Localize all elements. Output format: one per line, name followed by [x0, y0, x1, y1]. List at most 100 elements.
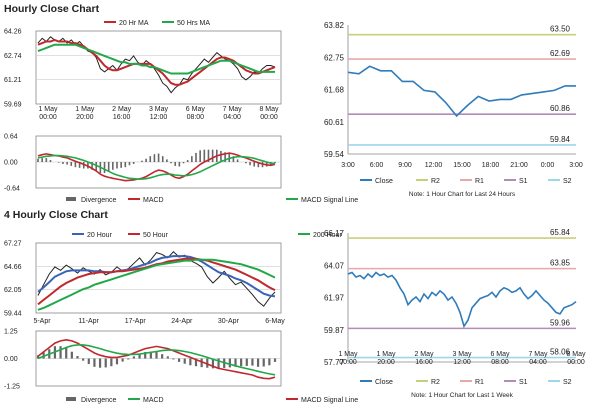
legend-label: R2 [431, 379, 440, 386]
legend-label: Divergence [81, 397, 117, 404]
x-tick-label: 18:00 [482, 162, 500, 169]
y-tick-label: 57.77 [324, 358, 345, 367]
level-label-s2: 59.84 [550, 135, 571, 144]
chart-note: Note: 1 Hour Chart for Last 24 Hours [409, 191, 516, 198]
y-tick-label: 0.64 [4, 134, 18, 141]
level-label-r2: 65.84 [550, 228, 571, 237]
hourly-price-chart: 64.26 62.74 61.21 59.69 20 Hr MA 50 Hrs MA 1 M… [4, 20, 282, 121]
x-tick-label: 3:00 [341, 162, 355, 169]
hourly-macd-chart: 0.64 0.00 -0.64 Divergence MACD MACD Signal L… [4, 134, 358, 205]
y-tick-label: 64.66 [4, 264, 22, 271]
legend-label: R1 [475, 178, 484, 185]
series-line-price [37, 250, 276, 307]
level-label-s1: 60.86 [550, 104, 571, 113]
y-tick-label: -1.25 [4, 384, 20, 391]
legend-label: R1 [475, 379, 484, 386]
legend-label: S1 [519, 379, 528, 386]
legend-label: 50 Hour [143, 232, 169, 239]
y-tick-label: 60.61 [324, 118, 345, 127]
four-hourly-levels-chart: 66.17 64.07 61.97 59.87 57.77 65.84 63.85 59.96… [324, 228, 586, 399]
legend-label: Close [375, 178, 393, 185]
series-line-200-hour [37, 258, 276, 311]
x-tick-label: 7 May [528, 351, 548, 358]
legend-label: MACD [143, 397, 164, 404]
x-tick-label: 00:00 [567, 359, 585, 366]
chart-note: Note: 1 Hour Chart for Last 1 Week [411, 392, 514, 399]
x-tick-label: 8 May [259, 106, 279, 113]
x-tick-label: 6 May [186, 106, 206, 113]
legend-label: R2 [431, 178, 440, 185]
series-line-macd-signal [37, 344, 276, 376]
legend-label: MACD Signal Line [301, 397, 358, 404]
series-line-macd [37, 152, 276, 182]
legend-label: S1 [519, 178, 528, 185]
four-hourly-section-title: 4 Hourly Close Chart [4, 209, 108, 221]
level-label-r1: 62.69 [550, 49, 571, 58]
legend-swatch [66, 397, 76, 401]
y-tick-label: 62.05 [4, 287, 22, 294]
y-tick-label: 64.07 [324, 261, 345, 270]
x-tick-label: 16:00 [415, 359, 433, 366]
x-tick-label: 11-Apr [78, 318, 99, 325]
plot-frame [35, 30, 282, 105]
x-tick-label: 2 May [414, 351, 434, 358]
legend-label: 50 Hrs MA [177, 20, 210, 27]
x-tick-label: 04:00 [529, 359, 547, 366]
y-tick-label: 64.26 [4, 29, 22, 36]
level-label-r1: 63.85 [550, 259, 571, 268]
series-line-macd-signal [37, 154, 276, 180]
x-tick-label: 3 May [452, 351, 472, 358]
x-tick-label: 00:00 [339, 359, 357, 366]
x-tick-label: 3:00 [569, 162, 583, 169]
four-hourly-price-chart: 67.27 64.66 62.05 59.44 20 Hour 50 Hour 200 Ho… [4, 232, 342, 325]
level-label-s1: 59.96 [550, 318, 571, 327]
y-tick-label: 0.00 [4, 160, 18, 167]
series-line-20-hr-ma [37, 38, 276, 86]
y-tick-label: 66.17 [324, 229, 345, 238]
x-tick-label: 0:00 [541, 162, 555, 169]
y-tick-label: 59.44 [4, 311, 22, 318]
x-tick-label: 12:00 [425, 162, 443, 169]
x-tick-label: 1 May [338, 351, 358, 358]
x-tick-label: 00:00 [260, 114, 278, 121]
x-tick-label: 24-Apr [171, 318, 193, 325]
x-tick-label: 1 May [75, 106, 95, 113]
x-tick-label: 12:00 [453, 359, 471, 366]
legend-label: S2 [563, 379, 572, 386]
series-line-close [347, 271, 577, 329]
x-tick-label: 00:00 [39, 114, 57, 121]
x-tick-label: 5-Apr [33, 318, 51, 325]
plot-frame [35, 242, 282, 314]
y-tick-label: 62.75 [324, 53, 345, 62]
y-tick-label: 1.25 [4, 329, 18, 336]
x-tick-label: 7 May [223, 106, 243, 113]
legend-label: 20 Hr MA [119, 20, 149, 27]
y-tick-label: 62.74 [4, 53, 22, 60]
y-tick-label: 59.69 [4, 102, 22, 109]
x-tick-label: 6 May [490, 351, 510, 358]
y-tick-label: -0.64 [4, 186, 20, 193]
x-tick-label: 2 May [112, 106, 132, 113]
legend-label: 20 Hour [87, 232, 113, 239]
legend-swatch [66, 197, 76, 201]
four-hourly-macd-chart: 1.25 0.00 -1.25 Divergence MACD MACD Signal L… [4, 329, 358, 405]
x-tick-label: 08:00 [491, 359, 509, 366]
level-label-s2: 58.06 [550, 348, 571, 357]
legend-label: Divergence [81, 197, 117, 204]
series-line-20-hour [37, 255, 276, 298]
y-tick-label: 61.97 [324, 294, 345, 303]
legend-label: S2 [563, 178, 572, 185]
x-tick-label: 9:00 [398, 162, 412, 169]
x-tick-label: 3 May [149, 106, 169, 113]
hourly-section-title: Hourly Close Chart [4, 3, 100, 15]
hourly-levels-chart: 63.82 62.75 61.68 60.61 59.54 63.50 62.69 60.86… [324, 21, 583, 198]
series-line-macd [37, 338, 276, 380]
legend-label: MACD [143, 197, 164, 204]
x-tick-label: 6:00 [370, 162, 384, 169]
y-tick-label: 59.54 [324, 150, 345, 159]
x-tick-label: 1 May [38, 106, 58, 113]
x-tick-label: 20:00 [377, 359, 395, 366]
y-tick-label: 67.27 [4, 241, 22, 248]
legend-label: 200 Hour [313, 232, 342, 239]
series-line-50-hrs-ma [37, 43, 275, 75]
